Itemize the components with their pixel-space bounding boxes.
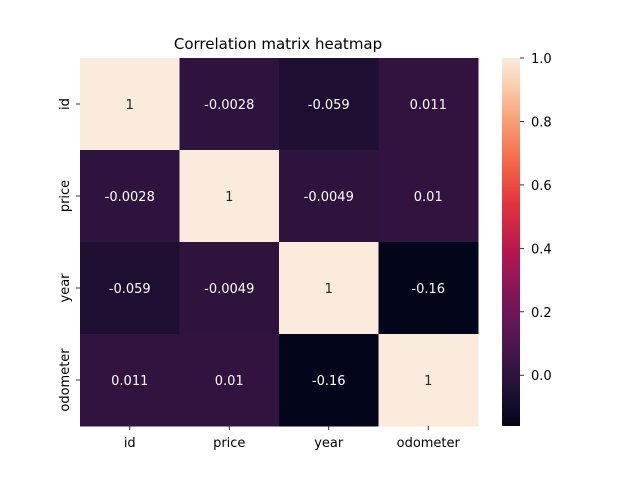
heatmap-cells [80, 58, 479, 427]
colorbar: 0.0 0.2 0.4 0.6 0.8 1.0 [502, 52, 552, 426]
heatmap-cell-id-odometer [378, 58, 479, 151]
colorbar-tick-label: 0.4 [531, 242, 552, 257]
x-tick-label: year [314, 436, 344, 451]
cell-label: 0.011 [111, 374, 148, 389]
cell-label: -0.0028 [204, 98, 254, 113]
chart-title: Correlation matrix heatmap [174, 35, 382, 53]
cell-label: -0.16 [411, 282, 445, 297]
cell-label: -0.0049 [204, 282, 254, 297]
heatmap-cell-price-year [279, 150, 379, 243]
cell-label: -0.059 [308, 98, 350, 113]
cell-label: 0.011 [410, 98, 447, 113]
colorbar-gradient [502, 58, 520, 426]
heatmap-cell-year-price [179, 242, 280, 335]
x-tick-label: id [124, 436, 136, 451]
x-tick-label: odometer [397, 436, 461, 451]
colorbar-tick-label: 0.0 [531, 369, 552, 384]
heatmap-cell-id-id [80, 58, 180, 151]
y-axis: id price year odometer [58, 98, 80, 412]
heatmap-cell-year-odometer [378, 242, 479, 335]
cell-label: -0.0028 [105, 190, 155, 205]
cell-label: -0.059 [109, 282, 151, 297]
colorbar-tick-label: 0.8 [531, 115, 552, 130]
cell-label: 0.01 [215, 374, 244, 389]
heatmap-cell-price-price [179, 150, 280, 243]
cell-label: 1 [225, 190, 233, 205]
colorbar-tick-label: 1.0 [531, 52, 552, 67]
colorbar-tick-label: 0.2 [531, 306, 552, 321]
cell-label: -0.0049 [304, 190, 354, 205]
heatmap-cell-year-id [80, 242, 180, 335]
cell-label: 1 [325, 282, 333, 297]
heatmap-cell-id-price [179, 58, 280, 151]
heatmap-cell-id-year [279, 58, 379, 151]
heatmap-cell-price-id [80, 150, 180, 243]
y-tick-label: year [58, 273, 73, 303]
cell-label: 0.01 [414, 190, 443, 205]
heatmap-cell-price-odometer [378, 150, 479, 243]
heatmap-cell-odometer-id [80, 334, 180, 427]
y-tick-label: id [58, 98, 73, 110]
y-tick-label: price [58, 180, 73, 212]
heatmap-cell-year-year [279, 242, 379, 335]
colorbar-tick-label: 0.6 [531, 179, 552, 194]
heatmap-cell-odometer-price [179, 334, 280, 427]
heatmap-cell-odometer-odometer [378, 334, 479, 427]
heatmap-cell-odometer-year [279, 334, 379, 427]
cell-label: 1 [126, 98, 134, 113]
heatmap-cell-labels: 1 -0.0028 -0.059 0.011-0.0028 1 -0.0049 0.01-0… [105, 98, 447, 389]
x-axis: id price year odometer [124, 426, 461, 451]
x-tick-label: price [213, 436, 245, 451]
cell-label: 1 [424, 374, 432, 389]
y-tick-label: odometer [58, 348, 73, 412]
cell-label: -0.16 [312, 374, 346, 389]
